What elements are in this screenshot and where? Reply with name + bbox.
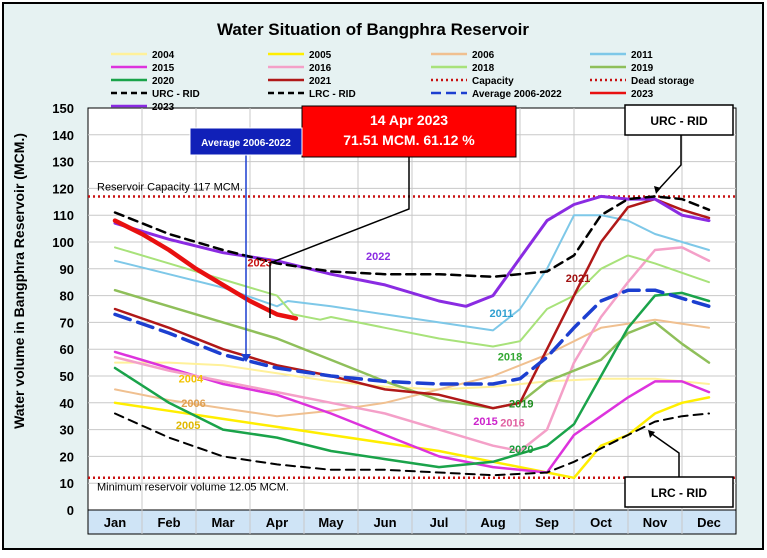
series-line [114,318,710,418]
x-tick-label: Apr [266,515,288,530]
y-tick-label: 120 [52,181,74,196]
series-line [113,291,711,469]
callout-leader [269,157,410,318]
series-line [113,197,711,410]
avg-box-label: Average 2006-2022 [201,138,291,149]
chart-title: Water Situation of Bangphra Reservoir [217,20,529,39]
legend-label: 2011 [631,50,653,61]
avg-box [189,127,303,156]
series-line [114,361,710,391]
legend-label: 2019 [631,63,654,74]
legend-label: LRC - RID [309,89,356,100]
series-layer [112,194,711,480]
y-tick-label: 50 [60,369,74,384]
y-tick-label: 110 [53,208,74,223]
series-label-2022: 2022 [366,251,390,263]
y-tick-label: 10 [60,476,74,491]
y-axis-label: Water volume in Bangphra Reservoir (MCM.… [11,133,27,429]
lrc-box [624,476,734,508]
axes: 0 10 20 30 40 50 60 70 80 90 100 110 120 130 140 150 Jan… [52,101,721,530]
current-value-label: 71.51 MCM. 61.12 % [343,132,475,148]
x-tick-label: Jan [104,515,126,530]
legend-label: 2018 [472,63,495,74]
series-line [113,246,711,453]
series-label-2004: 2004 [179,374,204,386]
legend-label: Capacity [472,76,514,87]
legend-label: 2020 [152,76,175,87]
series-label-2011: 2011 [490,308,514,320]
annotations: 14 Apr 2023 71.51 MCM. 61.12 % Average 200… [189,104,734,508]
y-tick-label: 20 [60,449,74,464]
y-tick-label: 80 [60,289,74,304]
series-label-2005: 2005 [176,420,200,432]
series-line [113,288,711,386]
series-line [114,246,710,348]
x-tick-label: Dec [697,515,721,530]
legend-label: Dead storage [631,76,695,87]
legend-label: 2023 [152,102,175,113]
series-line [114,214,710,332]
series-label-2015: 2015 [473,416,497,428]
series-label-2018: 2018 [498,352,522,364]
y-tick-label: 30 [60,423,74,438]
legend-label: 2006 [472,50,495,61]
legend-label: 2005 [309,50,332,61]
current-value-box [301,105,517,158]
x-tick-label: Sep [535,515,559,530]
series-line [112,218,299,321]
lrc-leader [651,433,680,477]
x-tick-label: Jun [373,515,396,530]
y-tick-label: 100 [52,235,74,250]
legend-label: 2021 [309,76,332,87]
capacity-label: Reservoir Capacity 117 MCM. [97,181,243,193]
y-tick-label: 150 [52,101,74,116]
series-labels: 2004 2005 2006 2011 2015 2016 2018 2019 2020 2021… [176,251,590,456]
urc-arrowhead [654,186,661,194]
series-label-2019: 2019 [509,399,533,411]
x-tick-label: Mar [211,515,234,530]
legend: 2004 2005 2006 2011 2015 2016 2018 2019 2020 2021… [111,50,695,113]
x-tick-label: Feb [157,515,180,530]
x-tick-label: Jul [430,515,449,530]
urc-leader [657,135,682,191]
x-tick-label: Oct [590,515,612,530]
lrc-arrowhead [648,430,655,438]
series-label-2023: 2023 [247,258,271,270]
y-tick-label: 130 [52,155,74,170]
y-tick-label: 40 [60,396,74,411]
series-line [113,350,711,474]
dead-storage-label: Minimum reservoir volume 12.05 MCM. [97,482,289,494]
series-label-2006: 2006 [181,398,205,410]
urc-box-label: URC - RID [650,114,708,128]
y-tick-label: 0 [67,503,74,518]
y-tick-label: 60 [60,342,74,357]
x-tick-label: Aug [480,515,505,530]
urc-box [624,104,734,136]
legend-label: 2004 [152,50,175,61]
series-line [114,412,710,477]
legend-label: 2016 [309,63,332,74]
legend-label: 2023 [631,89,654,100]
legend-label: Average 2006-2022 [472,89,562,100]
series-line [113,195,711,279]
legend-label: URC - RID [152,89,200,100]
series-label-2021: 2021 [566,273,590,285]
y-tick-label: 90 [60,262,74,277]
series-label-2020: 2020 [509,444,533,456]
y-tick-label: 140 [52,128,74,143]
lrc-box-label: LRC - RID [651,486,707,500]
current-date-label: 14 Apr 2023 [370,112,448,128]
x-tick-label: May [318,515,344,530]
x-tick-label: Nov [643,515,668,530]
avg-arrowhead [241,354,251,362]
series-label-2016: 2016 [500,418,524,430]
legend-label: 2015 [152,63,175,74]
y-tick-label: 70 [60,315,74,330]
